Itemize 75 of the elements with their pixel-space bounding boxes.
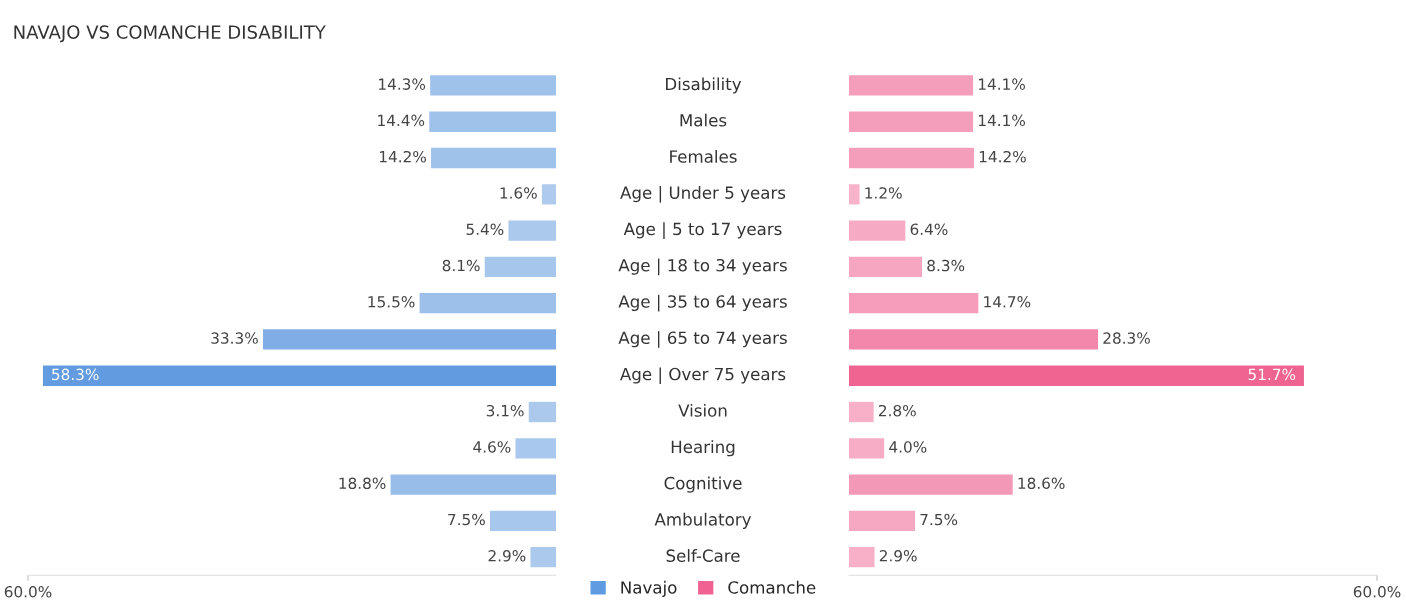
bar [849, 474, 1013, 495]
y-tick-label: Age | 5 to 17 years [623, 222, 782, 239]
data-label: 14.1% [978, 78, 1025, 90]
bar [849, 220, 906, 241]
bar [849, 293, 979, 314]
data-label: 51.7% [1248, 368, 1296, 381]
bar [508, 220, 556, 241]
y-tick-label: Cognitive [664, 476, 742, 493]
data-label: 4.6% [473, 441, 511, 453]
legend-label: Comanche [728, 580, 816, 594]
data-label: 58.3% [52, 368, 99, 381]
bar [849, 111, 974, 132]
data-label: 18.8% [339, 477, 386, 490]
data-label: 14.7% [984, 296, 1031, 308]
bar [484, 256, 556, 278]
y-tick-label: Age | Over 75 years [620, 367, 786, 385]
data-label: 4.0% [889, 441, 927, 453]
bar [849, 365, 1304, 386]
bar [849, 184, 860, 205]
data-label: 15.5% [368, 296, 415, 308]
bar [530, 546, 556, 568]
data-label: 33.3% [211, 332, 258, 344]
data-label: 14.2% [979, 150, 1026, 163]
data-label: 2.8% [878, 404, 916, 417]
y-tick-label: Ambulatory [654, 512, 752, 529]
y-tick-label: Males [680, 113, 727, 127]
data-label: 1.2% [865, 187, 902, 199]
data-label: 7.5% [920, 513, 958, 526]
bar [849, 75, 974, 96]
data-label: 14.2% [379, 150, 426, 163]
data-label: 2.9% [488, 550, 526, 562]
data-label: 5.4% [466, 223, 504, 236]
data-label: 7.5% [448, 513, 485, 526]
y-tick-label: Self-Care [666, 549, 740, 562]
bar [390, 474, 556, 495]
data-label: 14.4% [378, 114, 425, 127]
data-label: 2.9% [879, 550, 917, 562]
data-label: 28.3% [1103, 332, 1150, 344]
bar [849, 510, 915, 532]
x-tick-label: 60.0% [4, 585, 52, 598]
bar [528, 401, 556, 423]
bar [849, 438, 885, 459]
bar [430, 75, 556, 96]
bar [515, 438, 556, 459]
y-tick-label: Age | 35 to 64 years [618, 294, 787, 312]
data-label: 1.6% [500, 187, 537, 199]
y-tick-label: Disability [666, 77, 742, 94]
data-label: 3.1% [486, 404, 524, 417]
chart-title: NAVAJO VS COMANCHE DISABILITY [14, 25, 326, 43]
data-label: 18.6% [1018, 477, 1065, 490]
x-tick-label: 60.0% [1353, 585, 1401, 598]
bar [42, 365, 556, 386]
y-tick-label: Age | 65 to 74 years [618, 331, 787, 348]
y-tick-label: Hearing [671, 440, 735, 457]
bar [429, 111, 556, 132]
bar [262, 329, 556, 350]
bar [431, 147, 556, 169]
y-tick-label: Vision [678, 403, 727, 417]
legend-label: Navajo [621, 580, 677, 597]
y-tick-label: Age | Under 5 years [620, 185, 786, 203]
bar [849, 401, 874, 423]
bar [419, 293, 556, 314]
data-label: 8.3% [927, 259, 965, 272]
data-label: 14.1% [978, 114, 1025, 127]
data-label: 6.4% [910, 223, 948, 236]
bar [849, 546, 875, 568]
data-label: 14.3% [379, 78, 426, 90]
bar [849, 147, 974, 169]
bar [541, 184, 556, 205]
bar [849, 329, 1099, 350]
data-label: 8.1% [442, 259, 480, 272]
bar [849, 256, 923, 278]
bar [490, 510, 556, 532]
y-tick-label: Age | 18 to 34 years [618, 258, 787, 276]
y-tick-label: Females [670, 149, 737, 163]
